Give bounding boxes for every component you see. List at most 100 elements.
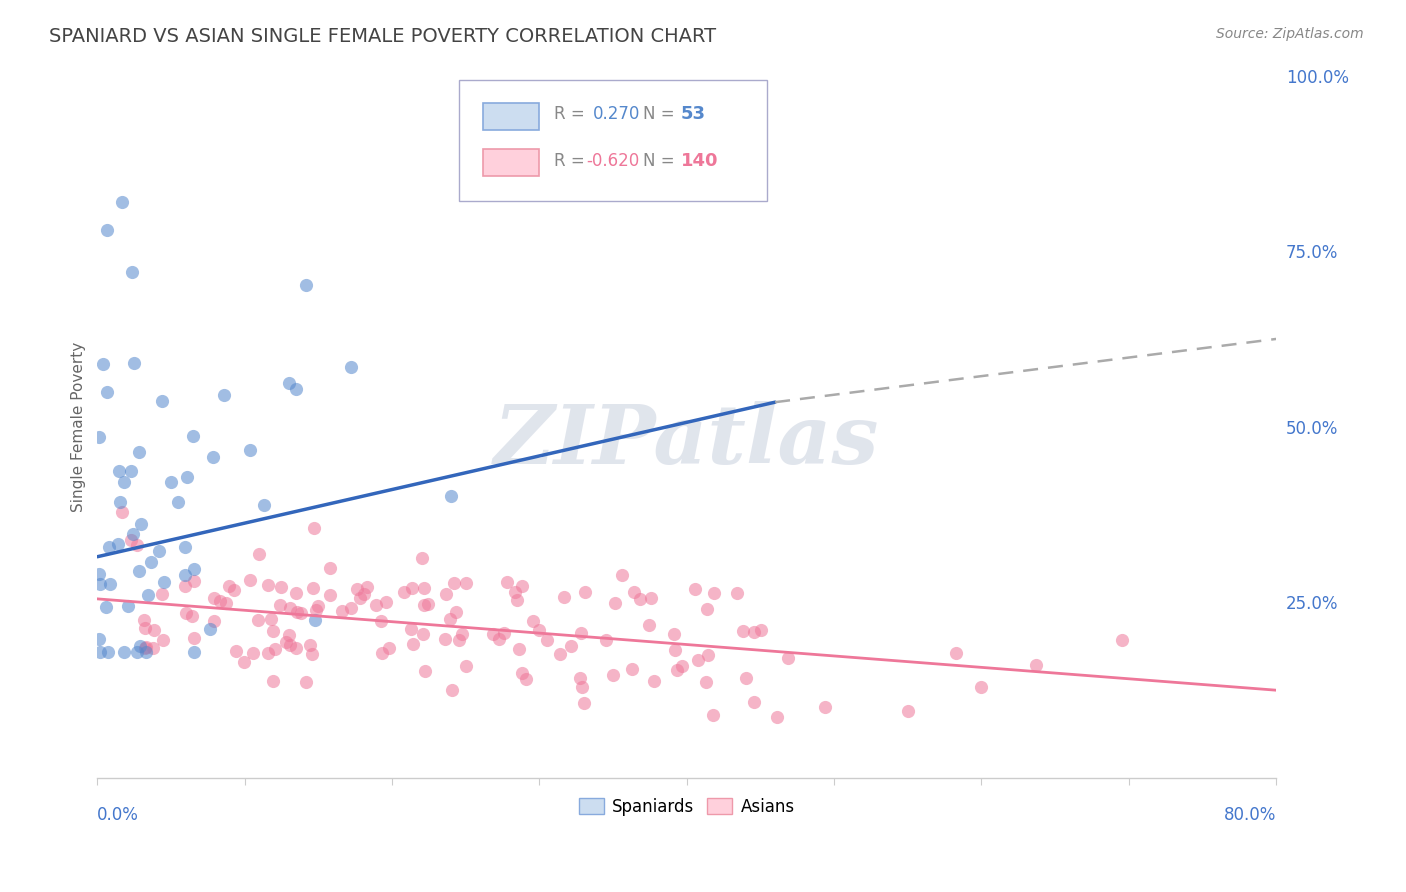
Point	[595, 632, 617, 647]
Point	[277, 376, 299, 390]
Point	[413, 598, 436, 612]
Point	[181, 429, 204, 443]
Point	[285, 641, 308, 656]
Point	[278, 601, 301, 615]
Point	[128, 640, 150, 654]
Point	[232, 655, 254, 669]
Point	[117, 599, 139, 614]
Point	[439, 612, 461, 626]
Point	[742, 695, 765, 709]
Point	[183, 631, 205, 645]
Point	[356, 580, 378, 594]
Point	[742, 625, 765, 640]
Point	[208, 594, 231, 608]
Point	[688, 653, 710, 667]
Point	[111, 194, 134, 209]
Point	[142, 641, 165, 656]
Point	[330, 604, 353, 618]
Point	[439, 489, 461, 503]
Point	[134, 641, 156, 656]
Point	[96, 384, 118, 399]
Point	[814, 700, 837, 714]
Point	[402, 637, 425, 651]
Point	[353, 587, 375, 601]
Point	[153, 574, 176, 589]
Point	[572, 696, 595, 710]
Point	[340, 600, 363, 615]
Point	[278, 627, 301, 641]
Point	[89, 577, 111, 591]
Point	[301, 582, 323, 596]
Point	[176, 469, 198, 483]
Point	[568, 671, 591, 685]
Point	[536, 633, 558, 648]
Point	[295, 674, 318, 689]
Point	[725, 586, 748, 600]
Point	[242, 646, 264, 660]
Point	[640, 591, 662, 606]
Point	[183, 574, 205, 589]
Point	[290, 606, 312, 620]
Point	[247, 613, 270, 627]
Point	[602, 668, 624, 682]
Y-axis label: Single Female Poverty: Single Female Poverty	[72, 342, 86, 512]
Point	[239, 574, 262, 588]
Point	[482, 627, 505, 641]
Point	[262, 674, 284, 689]
Point	[285, 605, 308, 619]
Point	[571, 680, 593, 694]
Point	[522, 614, 544, 628]
Point	[98, 540, 121, 554]
Point	[319, 561, 342, 575]
Point	[434, 632, 457, 646]
Point	[108, 494, 131, 508]
Point	[132, 613, 155, 627]
Point	[87, 566, 110, 581]
Point	[302, 521, 325, 535]
Point	[508, 642, 530, 657]
Point	[298, 638, 321, 652]
Point	[215, 596, 238, 610]
Point	[278, 638, 301, 652]
Point	[1025, 658, 1047, 673]
Point	[339, 360, 361, 375]
Point	[260, 612, 283, 626]
Point	[413, 581, 436, 595]
Point	[160, 475, 183, 490]
Point	[749, 623, 772, 637]
Point	[377, 640, 399, 655]
Point	[225, 644, 247, 658]
Point	[416, 598, 439, 612]
Point	[204, 615, 226, 629]
Point	[239, 442, 262, 457]
Point	[664, 643, 686, 657]
Point	[174, 579, 197, 593]
Point	[89, 644, 111, 658]
Point	[628, 591, 651, 606]
Point	[664, 627, 686, 641]
Text: ZIPatlas: ZIPatlas	[494, 401, 880, 481]
Text: SPANIARD VS ASIAN SINGLE FEMALE POVERTY CORRELATION CHART: SPANIARD VS ASIAN SINGLE FEMALE POVERTY …	[49, 27, 716, 45]
Text: 0.0%: 0.0%	[97, 806, 139, 824]
Point	[305, 603, 328, 617]
Point	[224, 582, 246, 597]
Point	[135, 644, 157, 658]
Point	[778, 650, 800, 665]
Point	[671, 659, 693, 673]
Point	[174, 541, 197, 555]
Point	[87, 430, 110, 444]
Point	[515, 672, 537, 686]
Point	[128, 564, 150, 578]
FancyBboxPatch shape	[460, 80, 766, 201]
Point	[349, 591, 371, 606]
Point	[441, 683, 464, 698]
Point	[610, 568, 633, 582]
Point	[638, 618, 661, 632]
Point	[148, 543, 170, 558]
Point	[548, 648, 571, 662]
Point	[247, 547, 270, 561]
FancyBboxPatch shape	[482, 149, 540, 176]
Point	[91, 357, 114, 371]
Point	[152, 633, 174, 648]
Point	[285, 382, 308, 396]
